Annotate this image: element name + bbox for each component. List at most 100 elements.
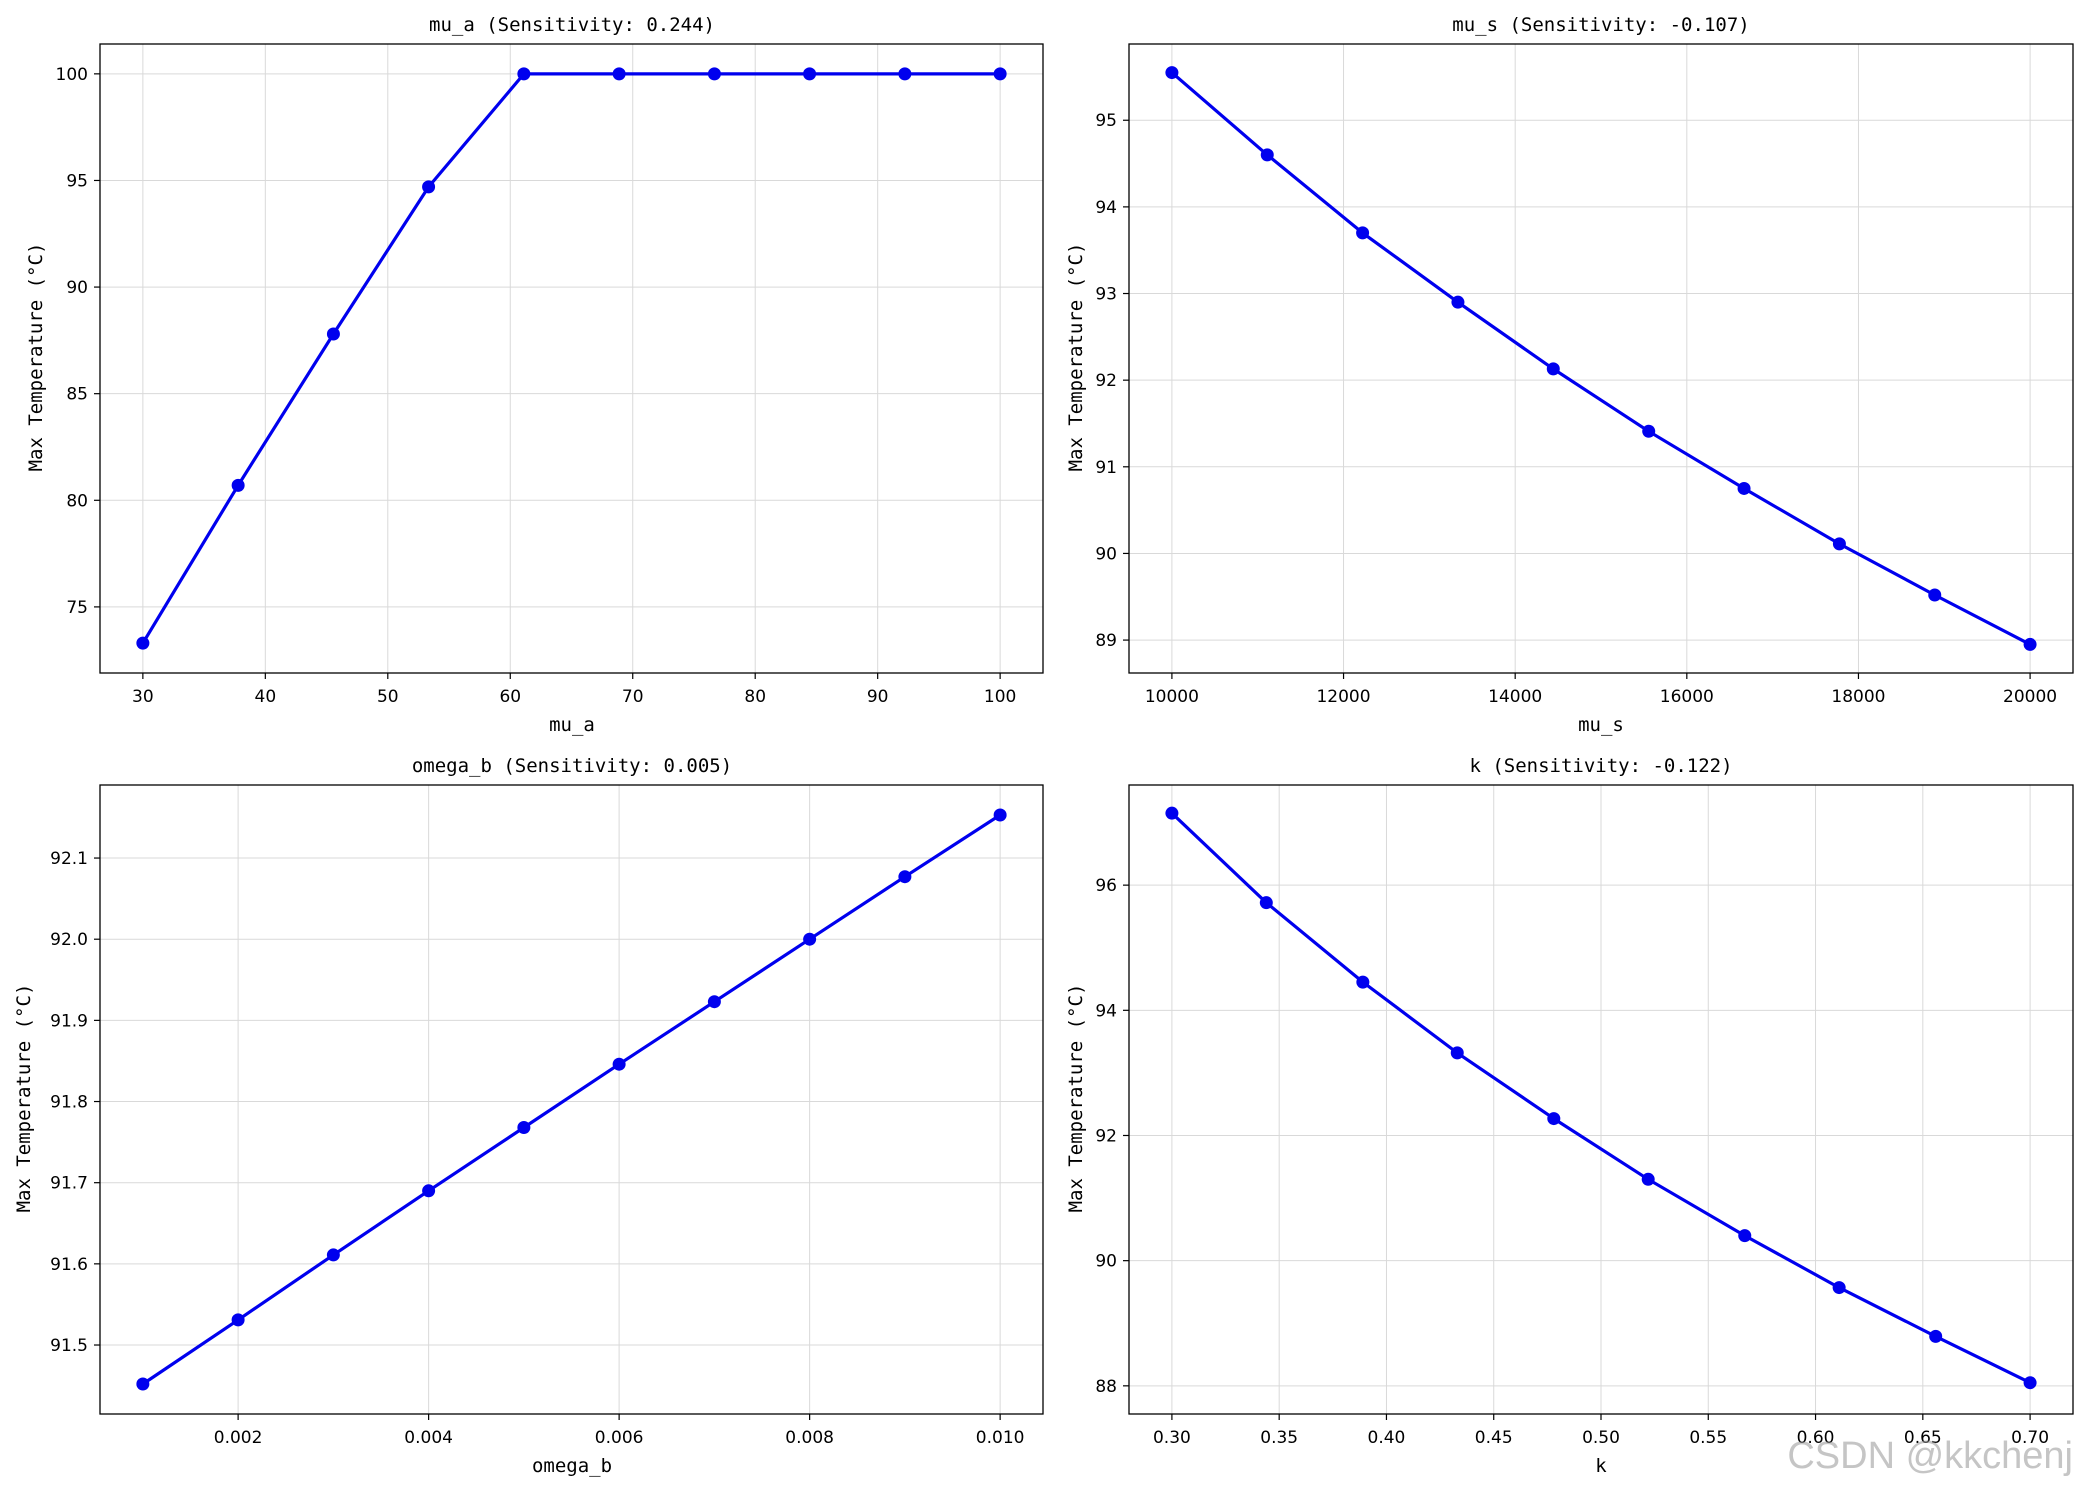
data-point (517, 67, 531, 81)
x-tick-label: 0.008 (785, 1428, 834, 1448)
series-line (142, 813, 1001, 1386)
x-tick-label: 0.004 (404, 1428, 453, 1448)
y-axis-label: Max Temperature (°C) (1065, 243, 1087, 472)
x-tick-label: 80 (744, 687, 766, 707)
x-tick-label: 70 (622, 687, 644, 707)
x-tick-label: 30 (132, 687, 154, 707)
x-tick-label: 0.40 (1368, 1428, 1406, 1448)
data-point (1642, 424, 1656, 438)
data-point (1259, 896, 1273, 910)
y-tick-label: 91.6 (50, 1255, 88, 1275)
subplot-title: mu_a (Sensitivity: 0.244) (429, 14, 715, 36)
data-point (2023, 637, 2037, 651)
subplot-mu-a: mu_a (Sensitivity: 0.244) mu_a Max Tempe… (25, 14, 1044, 736)
y-tick-label: 90 (1095, 544, 1117, 564)
y-tick-label: 91.8 (50, 1093, 88, 1113)
data-point (422, 1184, 436, 1198)
data-point (707, 67, 721, 81)
y-tick-label: 95 (66, 171, 88, 191)
data-point (1832, 537, 1846, 551)
data-point (612, 67, 626, 81)
x-tick-label: 0.70 (2011, 1428, 2049, 1448)
y-tick-label: 85 (66, 385, 88, 405)
y-tick-label: 92.1 (50, 849, 88, 869)
x-axis-label: omega_b (532, 1455, 612, 1477)
y-tick-label: 91.5 (50, 1336, 88, 1356)
data-point (993, 67, 1007, 81)
subplot-omega-b: omega_b (Sensitivity: 0.005) omega_b Max… (13, 755, 1044, 1477)
data-point (1260, 148, 1274, 162)
x-tick-label: 0.50 (1582, 1428, 1620, 1448)
data-point (1356, 226, 1370, 240)
y-tick-label: 92 (1095, 371, 1117, 391)
y-tick-label: 95 (1095, 111, 1117, 131)
y-tick-label: 80 (66, 491, 88, 511)
data-point (136, 636, 150, 650)
data-point (231, 478, 245, 492)
plot-frame (99, 43, 1044, 674)
data-point (326, 327, 340, 341)
plot-frame (1128, 43, 2074, 674)
data-point (898, 67, 912, 81)
y-axis-label: Max Temperature (°C) (13, 984, 35, 1213)
x-axis-label: k (1595, 1455, 1607, 1477)
subplot-title: mu_s (Sensitivity: -0.107) (1452, 14, 1749, 36)
y-tick-label: 92 (1095, 1126, 1117, 1146)
x-axis-label: mu_s (1578, 714, 1624, 736)
y-tick-label: 90 (66, 278, 88, 298)
x-tick-label: 40 (255, 687, 277, 707)
data-point (1832, 1281, 1846, 1295)
y-tick-label: 91.9 (50, 1011, 88, 1031)
data-point (1641, 1172, 1655, 1186)
data-point (326, 1248, 340, 1262)
x-tick-label: 0.35 (1260, 1428, 1298, 1448)
data-point (1356, 975, 1370, 989)
x-tick-label: 0.30 (1153, 1428, 1191, 1448)
x-tick-label: 16000 (1660, 687, 1714, 707)
y-tick-label: 91 (1095, 458, 1117, 478)
data-point (1451, 295, 1465, 309)
series-line (1170, 71, 2031, 646)
data-point (1738, 1229, 1752, 1243)
data-point (1737, 481, 1751, 495)
y-axis-label: Max Temperature (°C) (25, 243, 47, 472)
x-axis-label: mu_a (549, 714, 595, 736)
data-point (1928, 588, 1942, 602)
data-point (803, 932, 817, 946)
data-point (707, 995, 721, 1009)
x-tick-label: 0.65 (1904, 1428, 1942, 1448)
x-tick-label: 90 (867, 687, 889, 707)
plot-frame (99, 784, 1044, 1415)
y-tick-label: 90 (1095, 1252, 1117, 1272)
x-tick-label: 12000 (1316, 687, 1370, 707)
x-tick-label: 0.002 (214, 1428, 263, 1448)
data-point (1547, 1112, 1561, 1126)
data-point (231, 1313, 245, 1327)
series-line (141, 72, 1001, 644)
data-point (1450, 1046, 1464, 1060)
x-tick-label: 60 (499, 687, 521, 707)
watermark: CSDN @kkchenj (1787, 1435, 2073, 1477)
x-tick-label: 0.45 (1475, 1428, 1513, 1448)
data-point (136, 1377, 150, 1391)
y-tick-label: 94 (1095, 1001, 1117, 1021)
data-point (803, 67, 817, 81)
x-tick-label: 14000 (1488, 687, 1542, 707)
x-tick-label: 50 (377, 687, 399, 707)
data-point (612, 1057, 626, 1071)
data-point (898, 870, 912, 884)
data-point (517, 1121, 531, 1135)
x-tick-label: 18000 (1831, 687, 1885, 707)
y-tick-label: 88 (1095, 1377, 1117, 1397)
data-point (1165, 806, 1179, 820)
series-line (1170, 812, 2031, 1385)
subplot-title: omega_b (Sensitivity: 0.005) (412, 755, 732, 777)
y-tick-label: 93 (1095, 285, 1117, 305)
y-tick-label: 94 (1095, 198, 1117, 218)
data-point (1546, 362, 1560, 376)
y-tick-label: 92.0 (50, 930, 88, 950)
x-tick-label: 20000 (2003, 687, 2057, 707)
y-tick-label: 91.7 (50, 1174, 88, 1194)
data-point (1165, 66, 1179, 80)
x-tick-label: 0.60 (1797, 1428, 1835, 1448)
